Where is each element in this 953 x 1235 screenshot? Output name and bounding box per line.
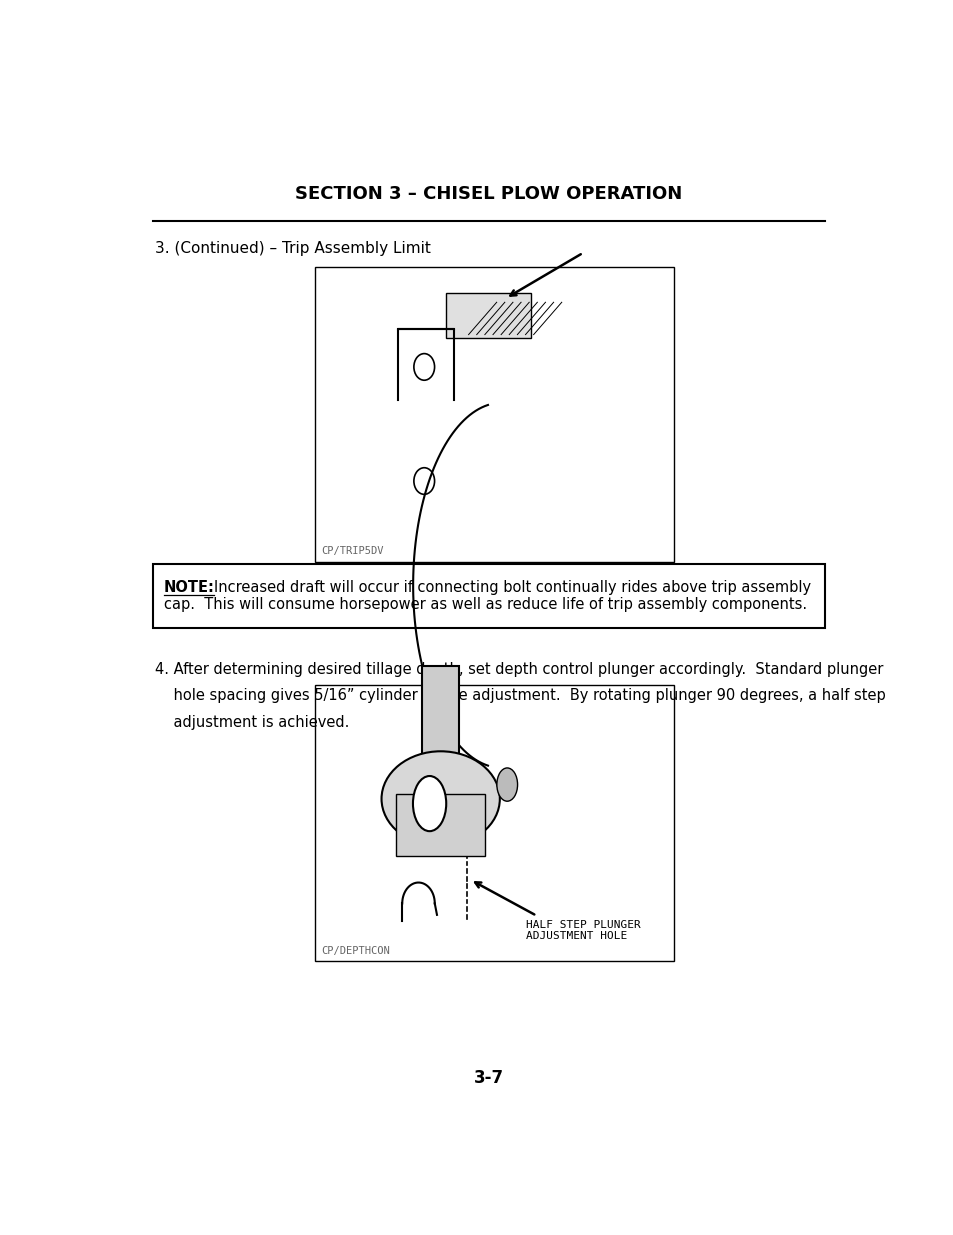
Text: 4. After determining desired tillage depth, set depth control plunger accordingl: 4. After determining desired tillage dep… <box>154 662 882 677</box>
Bar <box>446 293 531 338</box>
Bar <box>314 267 673 562</box>
Bar <box>395 794 484 856</box>
Text: 3-7: 3-7 <box>474 1070 503 1087</box>
Bar <box>152 563 824 629</box>
Ellipse shape <box>413 776 446 831</box>
Ellipse shape <box>497 768 517 802</box>
Text: hole spacing gives 5/16” cylinder stroke adjustment.  By rotating plunger 90 deg: hole spacing gives 5/16” cylinder stroke… <box>154 688 884 704</box>
Text: Increased draft will occur if connecting bolt continually rides above trip assem: Increased draft will occur if connecting… <box>213 580 810 595</box>
Text: SECTION 3 – CHISEL PLOW OPERATION: SECTION 3 – CHISEL PLOW OPERATION <box>295 185 681 203</box>
Ellipse shape <box>381 751 499 846</box>
Text: CP/TRIP5DV: CP/TRIP5DV <box>321 546 383 556</box>
Bar <box>422 666 458 761</box>
Text: adjustment is achieved.: adjustment is achieved. <box>154 715 349 730</box>
Text: CP/DEPTHCON: CP/DEPTHCON <box>321 946 390 956</box>
Text: 3. (Continued) – Trip Assembly Limit: 3. (Continued) – Trip Assembly Limit <box>154 241 430 256</box>
Text: NOTE:: NOTE: <box>164 580 214 595</box>
Text: cap.  This will consume horsepower as well as reduce life of trip assembly compo: cap. This will consume horsepower as wel… <box>164 598 806 613</box>
Bar <box>314 685 673 961</box>
Text: HALF STEP PLUNGER
ADJUSTMENT HOLE: HALF STEP PLUNGER ADJUSTMENT HOLE <box>525 920 639 941</box>
